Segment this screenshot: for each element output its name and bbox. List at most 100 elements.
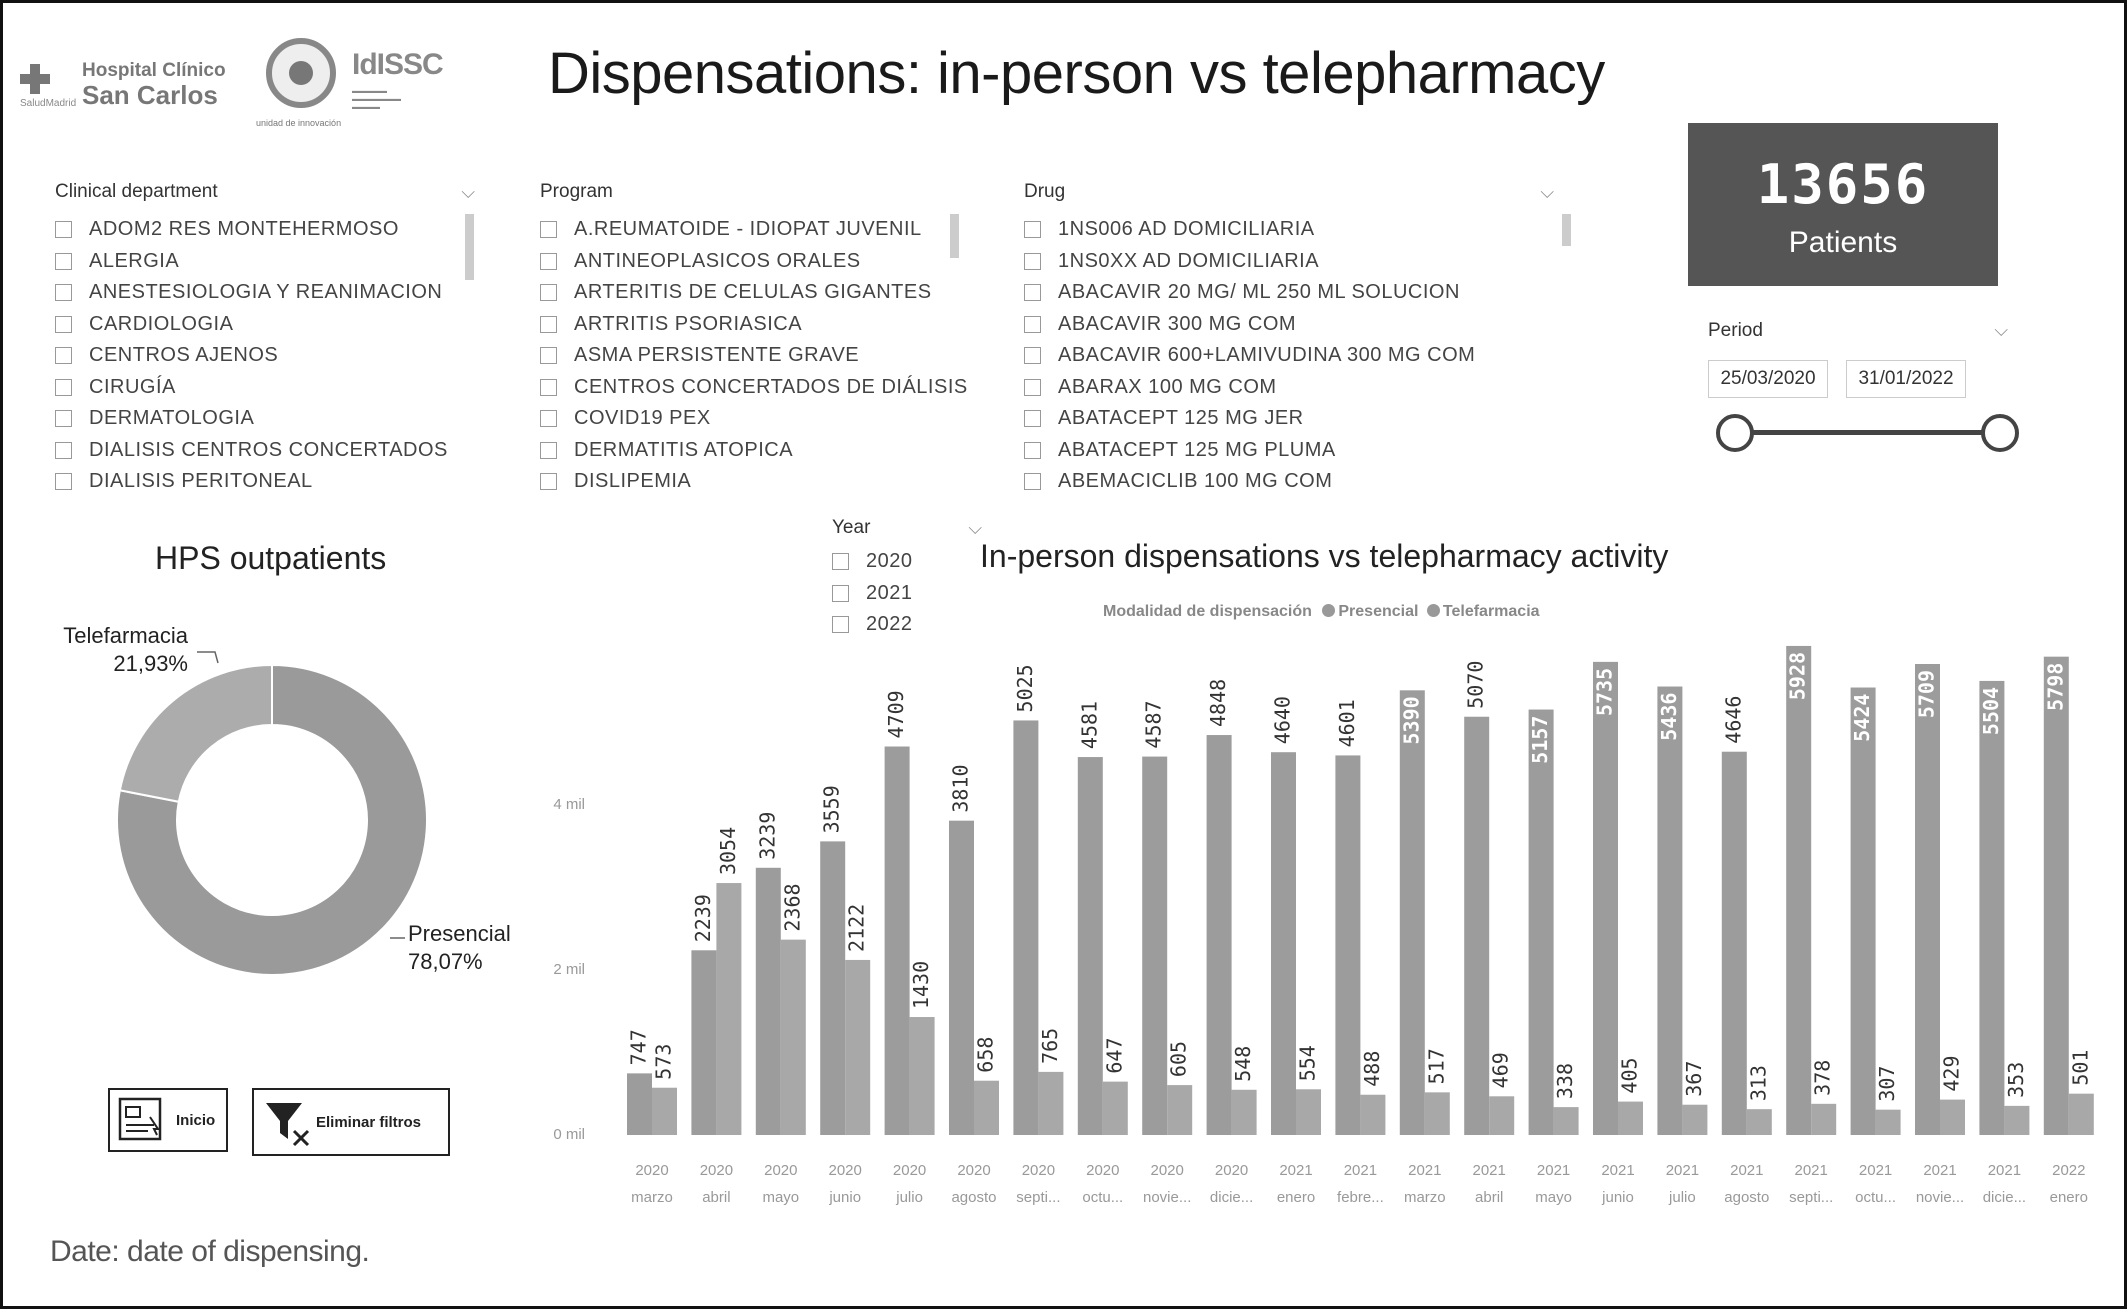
bar-telefarmacia[interactable] xyxy=(1811,1103,1837,1135)
bar-telefarmacia[interactable] xyxy=(1167,1085,1193,1135)
bar-presencial[interactable] xyxy=(1077,757,1103,1135)
department-item[interactable]: DIALISIS CENTROS CONCERTADOS xyxy=(55,435,475,467)
bar-telefarmacia[interactable] xyxy=(974,1080,999,1135)
bar-presencial[interactable] xyxy=(949,820,974,1135)
bar-presencial[interactable] xyxy=(627,1073,652,1135)
bar-presencial[interactable] xyxy=(1528,709,1554,1135)
program-item[interactable]: ANTINEOPLASICOS ORALES xyxy=(540,246,960,278)
bar-telefarmacia[interactable] xyxy=(1102,1081,1128,1135)
bar-presencial[interactable] xyxy=(1013,720,1039,1135)
bar-presencial[interactable] xyxy=(1721,751,1747,1135)
drug-item[interactable]: ABACAVIR 600+LAMIVUDINA 300 MG COM xyxy=(1024,340,1576,372)
department-item[interactable]: ALERGIA xyxy=(55,246,475,278)
bar-telefarmacia[interactable] xyxy=(1940,1099,1965,1135)
home-button[interactable]: Inicio xyxy=(108,1088,228,1152)
bar-telefarmacia[interactable] xyxy=(716,883,742,1135)
bar-telefarmacia[interactable] xyxy=(2068,1093,2094,1135)
bar-presencial[interactable] xyxy=(691,950,717,1135)
program-item[interactable]: ASMA PERSISTENTE GRAVE xyxy=(540,340,960,372)
clear-filters-button[interactable]: Eliminar filtros xyxy=(252,1088,450,1156)
checkbox[interactable] xyxy=(832,584,849,602)
bar-telefarmacia[interactable] xyxy=(1360,1094,1386,1135)
program-item[interactable]: COVID19 PEX xyxy=(540,403,960,435)
checkbox[interactable] xyxy=(540,410,557,428)
bar-presencial[interactable] xyxy=(1142,756,1168,1135)
checkbox[interactable] xyxy=(1024,284,1041,302)
checkbox[interactable] xyxy=(540,252,557,270)
bar-presencial[interactable] xyxy=(2043,656,2069,1135)
period-start-date[interactable]: 25/03/2020 xyxy=(1708,360,1828,398)
bar-telefarmacia[interactable] xyxy=(1424,1092,1450,1135)
department-item[interactable]: ANESTESIOLOGIA Y REANIMACION xyxy=(55,277,475,309)
drug-item[interactable]: 1NS006 AD DOMICILIARIA xyxy=(1024,214,1576,246)
drug-item[interactable]: ABARAX 100 MG COM xyxy=(1024,372,1576,404)
checkbox[interactable] xyxy=(1024,347,1041,365)
checkbox[interactable] xyxy=(1024,441,1041,459)
bar-telefarmacia[interactable] xyxy=(1618,1101,1643,1135)
bar-telefarmacia[interactable] xyxy=(845,959,871,1135)
bar-presencial[interactable] xyxy=(1850,687,1876,1135)
chevron-down-icon[interactable]: ⌵ xyxy=(1540,181,1554,203)
bar-telefarmacia[interactable] xyxy=(1489,1096,1515,1135)
period-end-handle[interactable] xyxy=(1981,414,2019,452)
bar-telefarmacia[interactable] xyxy=(652,1087,677,1135)
chevron-down-icon[interactable]: ⌵ xyxy=(968,517,982,539)
drug-item[interactable]: ABACAVIR 20 MG/ ML 250 ML SOLUCION xyxy=(1024,277,1576,309)
program-item[interactable]: CENTROS CONCERTADOS DE DIÁLISIS xyxy=(540,372,967,404)
bar-presencial[interactable] xyxy=(755,867,781,1135)
checkbox[interactable] xyxy=(1024,315,1041,333)
bar-presencial[interactable] xyxy=(1593,661,1618,1135)
checkbox[interactable] xyxy=(1024,221,1041,239)
checkbox[interactable] xyxy=(832,553,849,571)
checkbox[interactable] xyxy=(540,221,557,239)
department-item[interactable]: DIALISIS PERITONEAL xyxy=(55,466,475,498)
bar-telefarmacia[interactable] xyxy=(1296,1089,1321,1135)
bar-presencial[interactable] xyxy=(1657,686,1683,1135)
bar-presencial[interactable] xyxy=(1271,752,1296,1135)
period-start-handle[interactable] xyxy=(1716,414,1754,452)
checkbox[interactable] xyxy=(55,284,72,302)
bar-telefarmacia[interactable] xyxy=(1682,1104,1708,1135)
checkbox[interactable] xyxy=(55,410,72,428)
checkbox[interactable] xyxy=(540,284,557,302)
checkbox[interactable] xyxy=(540,473,557,491)
bar-presencial[interactable] xyxy=(1915,664,1940,1135)
drug-item[interactable]: ABATACEPT 125 MG PLUMA xyxy=(1024,435,1576,467)
department-item[interactable]: CARDIOLOGIA xyxy=(55,309,475,341)
checkbox[interactable] xyxy=(1024,252,1041,270)
bar-telefarmacia[interactable] xyxy=(909,1017,935,1135)
drug-item[interactable]: 1NS0XX AD DOMICILIARIA xyxy=(1024,246,1576,278)
chevron-down-icon[interactable]: ⌵ xyxy=(1994,320,2008,341)
donut-slice-telefarmacia[interactable] xyxy=(118,663,273,803)
department-item[interactable]: CENTROS AJENOS xyxy=(55,340,475,372)
drug-scrollbar[interactable] xyxy=(1562,214,1571,246)
checkbox[interactable] xyxy=(1024,410,1041,428)
bar-telefarmacia[interactable] xyxy=(1746,1109,1772,1135)
program-item[interactable]: DISLIPEMIA xyxy=(540,466,960,498)
bar-telefarmacia[interactable] xyxy=(780,939,806,1135)
checkbox[interactable] xyxy=(55,378,72,396)
checkbox[interactable] xyxy=(540,441,557,459)
bar-presencial[interactable] xyxy=(1464,716,1490,1135)
legend-item-telefarmacia[interactable]: Telefarmacia xyxy=(1426,603,1540,620)
department-scrollbar[interactable] xyxy=(465,214,474,280)
bar-telefarmacia[interactable] xyxy=(1231,1089,1257,1135)
bar-presencial[interactable] xyxy=(1399,690,1425,1135)
period-slider-track[interactable] xyxy=(1736,430,2003,435)
checkbox[interactable] xyxy=(55,221,72,239)
program-item[interactable]: ARTRITIS PSORIASICA xyxy=(540,309,960,341)
bar-presencial[interactable] xyxy=(884,746,910,1135)
program-item[interactable]: ARTERITIS DE CELULAS GIGANTES xyxy=(540,277,960,309)
bar-presencial[interactable] xyxy=(1786,645,1812,1135)
checkbox[interactable] xyxy=(55,441,72,459)
year-item[interactable]: 2021 xyxy=(832,578,982,610)
drug-item[interactable]: ABATACEPT 125 MG JER xyxy=(1024,403,1576,435)
donut-slice-presencial[interactable] xyxy=(116,663,428,976)
drug-item[interactable]: ABEMACICLIB 100 MG COM xyxy=(1024,466,1576,498)
year-item[interactable]: 2022 xyxy=(832,609,982,641)
checkbox[interactable] xyxy=(55,315,72,333)
department-item[interactable]: ADOM2 RES MONTEHERMOSO xyxy=(55,214,475,246)
checkbox[interactable] xyxy=(1024,378,1041,396)
program-scrollbar[interactable] xyxy=(950,214,959,258)
department-item[interactable]: DERMATOLOGIA xyxy=(55,403,475,435)
